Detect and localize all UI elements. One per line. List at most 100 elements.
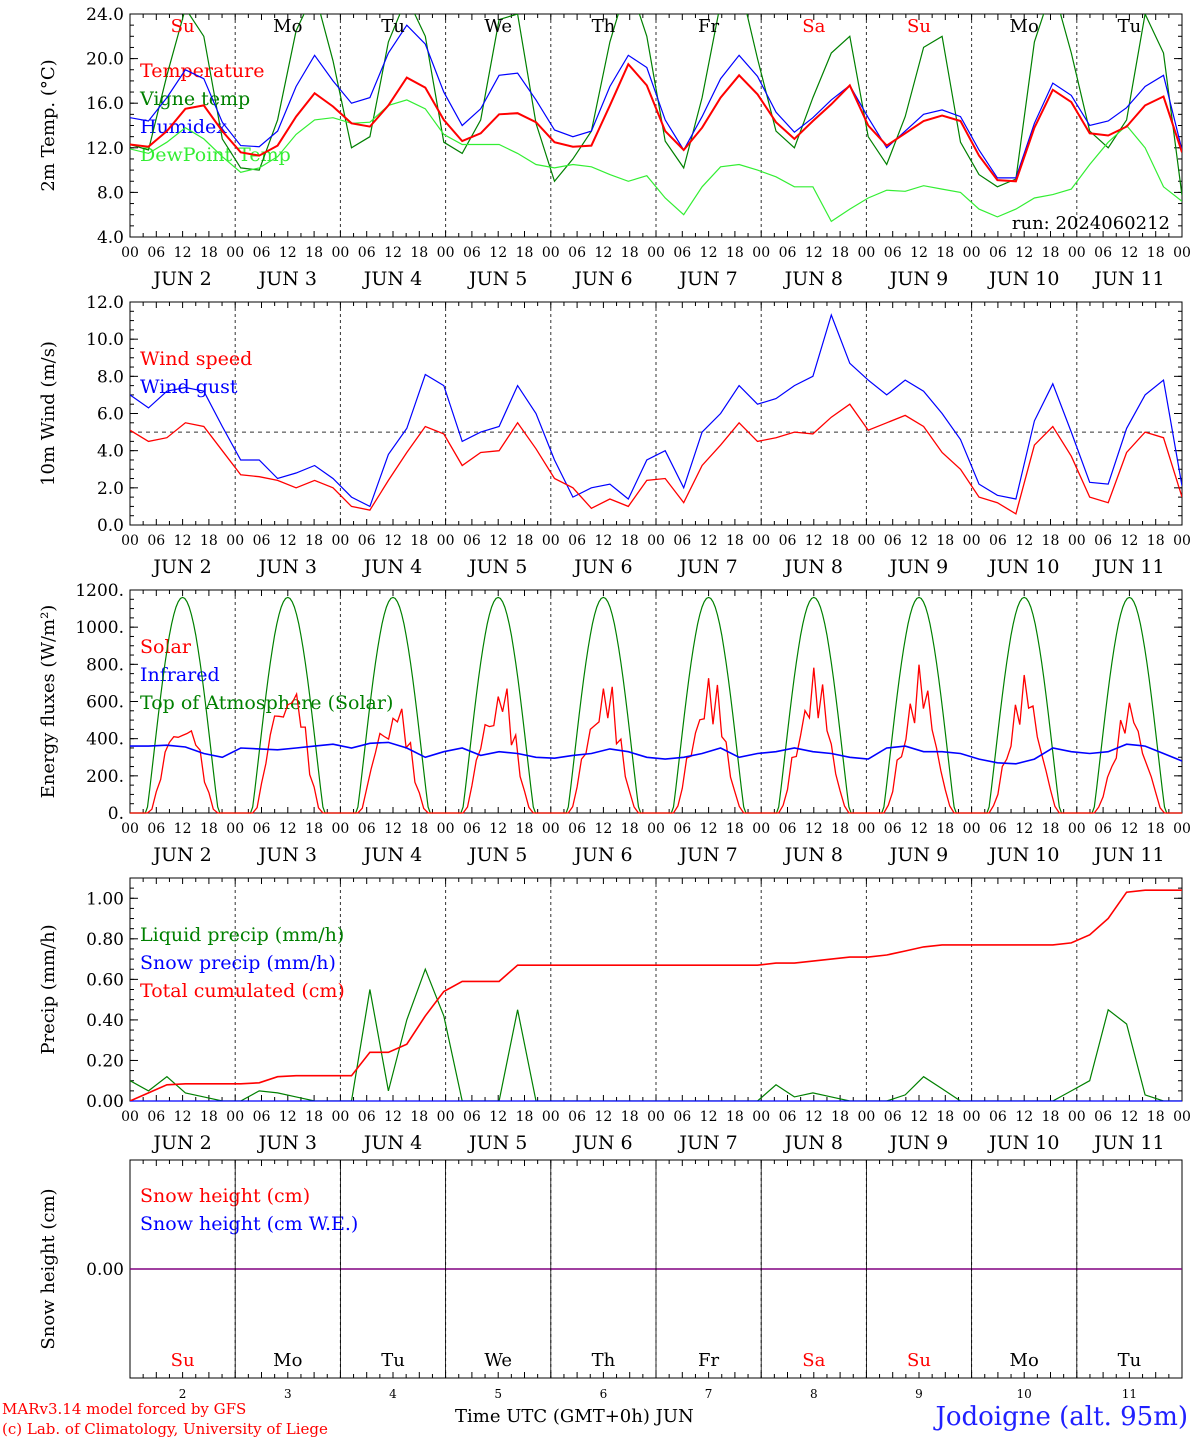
x-date-label: JUN 2 xyxy=(151,268,211,290)
y-tick-label: 0.60 xyxy=(86,970,124,990)
x-date-label: JUN 6 xyxy=(572,268,632,290)
x-hour-label: 06 xyxy=(568,821,586,837)
x-date-label: JUN 11 xyxy=(1092,268,1164,290)
y-tick-label: 600. xyxy=(86,693,124,713)
x-hour-label: 18 xyxy=(1042,1109,1060,1125)
x-hour-label: 06 xyxy=(253,821,271,837)
x-hour-label: 00 xyxy=(752,533,770,549)
x-hour-label: 00 xyxy=(647,1109,665,1125)
weekday-header: Su xyxy=(907,16,931,37)
time-axis-text: Time UTC (GMT+0h) xyxy=(455,1406,650,1427)
x-date-label: JUN 9 xyxy=(888,268,948,290)
y-tick-label: 0.00 xyxy=(86,1092,124,1112)
y-tick-label: 20.0 xyxy=(86,50,124,70)
x-hour-label: 18 xyxy=(726,533,744,549)
x-hour-label: 12 xyxy=(594,1109,612,1125)
x-hour-label: 06 xyxy=(568,245,586,261)
y-tick-label: 0.0 xyxy=(97,516,124,536)
x-date-label: JUN 5 xyxy=(467,556,527,578)
y-tick-label: 1200. xyxy=(75,581,124,601)
x-hour-label: 06 xyxy=(779,533,797,549)
day-number: 2 xyxy=(179,1387,187,1400)
x-hour-label: 18 xyxy=(936,533,954,549)
x-date-label: JUN 6 xyxy=(572,556,632,578)
x-hour-label: 18 xyxy=(516,821,534,837)
legend-entry: Infrared xyxy=(140,664,220,686)
x-hour-label: 00 xyxy=(331,245,349,261)
x-hour-label: 00 xyxy=(331,1109,349,1125)
x-hour-label: 12 xyxy=(489,1109,507,1125)
x-date-label: JUN 8 xyxy=(783,268,843,290)
legend-entry: Temperature xyxy=(140,60,264,82)
x-date-label: JUN 11 xyxy=(1092,1132,1164,1154)
x-hour-label: 00 xyxy=(647,533,665,549)
x-date-label: JUN 10 xyxy=(987,1132,1059,1154)
legend-entry: Wind gust xyxy=(140,376,238,398)
x-hour-label: 12 xyxy=(700,533,718,549)
weekday-label: Sa xyxy=(802,1350,825,1371)
x-hour-label: 18 xyxy=(1147,245,1165,261)
x-hour-label: 00 xyxy=(542,245,560,261)
weekday-header: Tu xyxy=(381,16,405,37)
weekday-label: Tu xyxy=(381,1350,405,1371)
x-hour-label: 06 xyxy=(779,821,797,837)
x-hour-label: 18 xyxy=(305,533,323,549)
x-date-label: JUN 4 xyxy=(362,1132,422,1154)
x-hour-label: 12 xyxy=(1015,533,1033,549)
x-date-label: JUN 2 xyxy=(151,844,211,866)
y-tick-label: 8.0 xyxy=(97,367,124,387)
x-hour-label: 12 xyxy=(805,245,823,261)
legend-entry: Wind speed xyxy=(140,348,252,370)
y-tick-label: 4.0 xyxy=(97,442,124,462)
x-hour-label: 06 xyxy=(253,245,271,261)
legend-entry: Snow precip (mm/h) xyxy=(140,952,336,974)
x-hour-label: 18 xyxy=(621,1109,639,1125)
x-hour-label: 18 xyxy=(516,245,534,261)
x-hour-label: 00 xyxy=(1068,245,1086,261)
x-hour-label: 18 xyxy=(516,1109,534,1125)
y-tick-label: 4.0 xyxy=(97,228,124,248)
day-number: 6 xyxy=(600,1387,608,1400)
x-hour-label: 06 xyxy=(358,821,376,837)
x-hour-label: 06 xyxy=(463,821,481,837)
y-tick-label: 800. xyxy=(86,655,124,675)
x-hour-label: 12 xyxy=(700,821,718,837)
x-date-label: JUN 10 xyxy=(987,556,1059,578)
x-hour-label: 12 xyxy=(489,821,507,837)
y-tick-label: 24.0 xyxy=(86,5,124,25)
x-date-label: JUN 9 xyxy=(888,844,948,866)
x-hour-label: 00 xyxy=(226,245,244,261)
x-date-label: JUN 8 xyxy=(783,1132,843,1154)
x-hour-label: 18 xyxy=(726,245,744,261)
x-hour-label: 06 xyxy=(358,533,376,549)
x-hour-label: 06 xyxy=(884,245,902,261)
legend-entry: Total cumulated (cm) xyxy=(140,980,345,1002)
x-hour-label: 06 xyxy=(1094,1109,1112,1125)
x-hour-label: 06 xyxy=(463,1109,481,1125)
x-hour-label: 06 xyxy=(358,245,376,261)
x-hour-label: 12 xyxy=(700,1109,718,1125)
weekday-header: Mo xyxy=(1010,16,1039,37)
x-hour-label: 06 xyxy=(884,533,902,549)
x-hour-label: 18 xyxy=(1147,533,1165,549)
x-date-label: JUN 10 xyxy=(987,268,1059,290)
x-hour-label: 12 xyxy=(805,821,823,837)
day-number: 4 xyxy=(389,1387,397,1400)
y-tick-label: 400. xyxy=(86,730,124,750)
series-solar xyxy=(130,664,1182,814)
x-date-label: JUN 7 xyxy=(677,556,737,578)
x-hour-label: 00 xyxy=(752,245,770,261)
day-number: 11 xyxy=(1122,1387,1137,1400)
x-hour-label: 00 xyxy=(437,533,455,549)
x-hour-label: 18 xyxy=(831,533,849,549)
x-hour-label: 18 xyxy=(831,821,849,837)
x-hour-label: 06 xyxy=(1094,533,1112,549)
series-dewpoint-temp xyxy=(130,99,1182,223)
x-date-label: JUN 7 xyxy=(677,844,737,866)
x-hour-label: 12 xyxy=(279,821,297,837)
x-hour-label: 00 xyxy=(1173,821,1191,837)
series-total-cumulated xyxy=(130,889,1182,1101)
series-wind-speed xyxy=(130,403,1182,515)
weekday-header: Th xyxy=(592,16,616,37)
x-date-label: JUN 11 xyxy=(1092,844,1164,866)
